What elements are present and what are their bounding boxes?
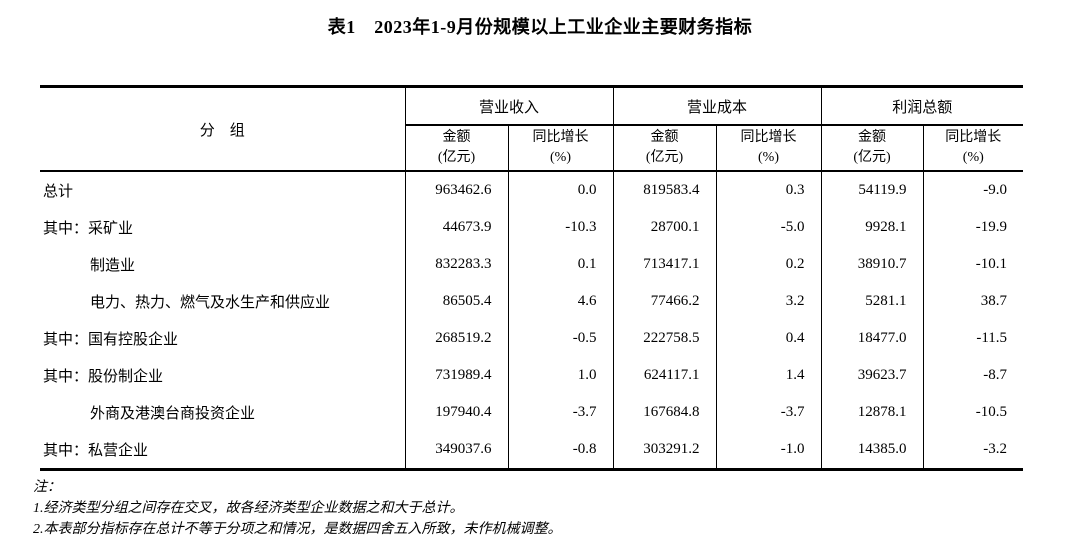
cell-value: -11.5 — [922, 320, 1024, 357]
row-label: 其中：采矿业 — [43, 221, 134, 237]
table-row-share-holding: 其中：股份制企业 731989.4 1.0 624117.1 1.4 39623… — [40, 357, 1024, 394]
table-row-state-holding: 其中：国有控股企业 268519.2 -0.5 222758.5 0.4 184… — [40, 320, 1024, 357]
subheader-line2: (亿元) — [645, 150, 684, 165]
subheader-line1: 金额 — [858, 130, 887, 145]
cell-value: 713417.1 — [612, 246, 717, 283]
subheader-revenue-amount: 金额 (亿元) — [404, 125, 508, 172]
table-body: 总计 963462.6 0.0 819583.4 0.3 54119.9 -9.… — [40, 171, 1024, 470]
cell-value: 0.3 — [715, 171, 822, 209]
cell-value: -10.3 — [507, 209, 614, 246]
note-item: 2.本表部分指标存在总计不等于分项之和情况，是数据四舍五入所致，未作机械调整。 — [33, 522, 562, 537]
subheader-cost-growth: 同比增长 (%) — [715, 125, 822, 172]
row-label: 电力、热力、燃气及水生产和供应业 — [90, 295, 331, 311]
table-row-total: 总计 963462.6 0.0 819583.4 0.3 54119.9 -9.… — [40, 171, 1024, 209]
note-item: 1.经济类型分组之间存在交叉，故各经济类型企业数据之和大于总计。 — [33, 501, 464, 516]
cell-value: 12878.1 — [820, 394, 924, 431]
table-row-private: 其中：私营企业 349037.6 -0.8 303291.2 -1.0 1438… — [40, 431, 1024, 470]
cell-value: -8.7 — [922, 357, 1024, 394]
cell-value: 303291.2 — [612, 431, 717, 470]
cell-value: 14385.0 — [820, 431, 924, 470]
header-row-groups: 分 组 营业收入 营业成本 利润总额 — [40, 86, 1024, 172]
table-header: 分 组 营业收入 营业成本 利润总额 金额 (亿元) 同比增长 (%) 金额 (… — [40, 86, 1024, 172]
cell-value: 4.6 — [507, 283, 614, 320]
row-label: 其中：股份制企业 — [43, 369, 164, 385]
subheader-line2: (%) — [962, 150, 984, 165]
subheader-cost-amount: 金额 (亿元) — [612, 125, 717, 172]
subheader-line2: (亿元) — [437, 150, 476, 165]
cell-value: 38910.7 — [820, 246, 924, 283]
cell-value: -3.7 — [507, 394, 614, 431]
column-header-total-profit: 利润总额 — [820, 86, 1024, 126]
cell-value: 731989.4 — [404, 357, 508, 394]
cell-value: -19.9 — [922, 209, 1024, 246]
cell-value: -1.0 — [715, 431, 822, 470]
cell-value: 197940.4 — [404, 394, 508, 431]
subheader-profit-growth: 同比增长 (%) — [922, 125, 1024, 172]
cell-value: 349037.6 — [404, 431, 508, 470]
financial-indicators-table: 分 组 营业收入 营业成本 利润总额 金额 (亿元) 同比增长 (%) 金额 (… — [40, 85, 1024, 471]
cell-value: 0.2 — [715, 246, 822, 283]
row-label: 其中：私营企业 — [43, 443, 149, 459]
cell-value: 5281.1 — [820, 283, 924, 320]
cell-value: 1.0 — [507, 357, 614, 394]
cell-value: 54119.9 — [820, 171, 924, 209]
column-header-group: 分 组 — [40, 86, 405, 172]
subheader-line1: 同比增长 — [945, 130, 1002, 145]
subheader-line2: (亿元) — [853, 150, 891, 165]
cell-value: 38.7 — [922, 283, 1024, 320]
cell-value: 819583.4 — [612, 171, 717, 209]
cell-value: 222758.5 — [612, 320, 717, 357]
table-notes: 注： 1.经济类型分组之间存在交叉，故各经济类型企业数据之和大于总计。 2.本表… — [33, 477, 1080, 540]
header-row-subcolumns: 金额 (亿元) 同比增长 (%) 金额 (亿元) 同比增长 (%) 金额 ( — [40, 125, 1024, 172]
row-label: 制造业 — [90, 258, 136, 274]
row-label: 其中：国有控股企业 — [43, 332, 179, 348]
cell-value: 0.4 — [715, 320, 822, 357]
cell-value: 9928.1 — [820, 209, 924, 246]
cell-value: 268519.2 — [404, 320, 508, 357]
cell-value: 0.0 — [507, 171, 614, 209]
cell-value: -3.2 — [922, 431, 1024, 470]
cell-value: 86505.4 — [404, 283, 508, 320]
cell-value: 44673.9 — [404, 209, 508, 246]
table-row-foreign-invested: 外商及港澳台商投资企业 197940.4 -3.7 167684.8 -3.7 … — [40, 394, 1024, 431]
column-header-operating-cost: 营业成本 — [612, 86, 822, 126]
table-row-mining: 其中：采矿业 44673.9 -10.3 28700.1 -5.0 9928.1… — [40, 209, 1024, 246]
cell-value: -5.0 — [715, 209, 822, 246]
cell-value: 18477.0 — [820, 320, 924, 357]
cell-value: 832283.3 — [404, 246, 508, 283]
cell-value: 963462.6 — [404, 171, 508, 209]
cell-value: -0.5 — [507, 320, 614, 357]
subheader-line2: (%) — [758, 150, 780, 165]
cell-value: 39623.7 — [820, 357, 924, 394]
table-row-utilities: 电力、热力、燃气及水生产和供应业 86505.4 4.6 77466.2 3.2… — [40, 283, 1024, 320]
row-label: 外商及港澳台商投资企业 — [90, 406, 256, 422]
cell-value: 0.1 — [507, 246, 614, 283]
cell-value: -10.1 — [922, 246, 1024, 283]
notes-heading: 注： — [33, 480, 61, 495]
cell-value: 77466.2 — [612, 283, 717, 320]
subheader-line2: (%) — [550, 150, 571, 165]
cell-value: 28700.1 — [612, 209, 717, 246]
cell-value: 624117.1 — [612, 357, 717, 394]
cell-value: -3.7 — [715, 394, 822, 431]
cell-value: -9.0 — [922, 171, 1024, 209]
cell-value: 167684.8 — [612, 394, 717, 431]
subheader-revenue-growth: 同比增长 (%) — [507, 125, 614, 172]
subheader-line1: 同比增长 — [532, 130, 589, 145]
subheader-line1: 金额 — [650, 130, 679, 145]
cell-value: -10.5 — [922, 394, 1024, 431]
row-label: 总计 — [43, 184, 74, 200]
subheader-profit-amount: 金额 (亿元) — [820, 125, 924, 172]
cell-value: 3.2 — [715, 283, 822, 320]
cell-value: 1.4 — [715, 357, 822, 394]
cell-value: -0.8 — [507, 431, 614, 470]
subheader-line1: 同比增长 — [740, 130, 797, 145]
table-row-manufacturing: 制造业 832283.3 0.1 713417.1 0.2 38910.7 -1… — [40, 246, 1024, 283]
subheader-line1: 金额 — [442, 130, 471, 145]
column-header-operating-revenue: 营业收入 — [404, 86, 614, 126]
page-title: 表1 2023年1-9月份规模以上工业企业主要财务指标 — [327, 17, 753, 37]
